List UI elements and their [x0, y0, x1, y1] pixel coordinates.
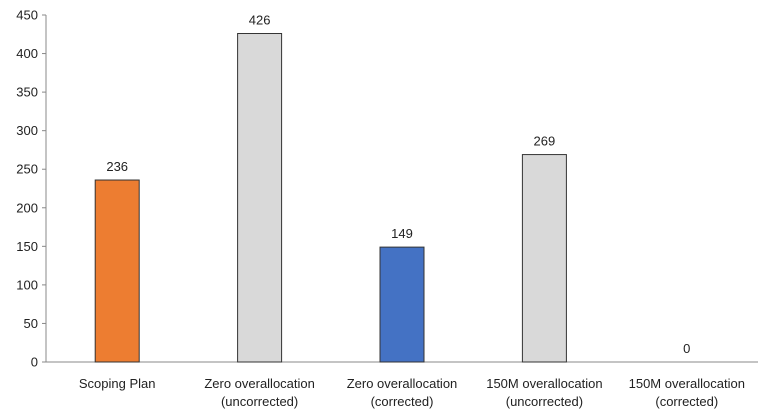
bar: [379, 246, 425, 363]
y-tick-label: 400: [16, 46, 38, 61]
y-tick-label: 350: [16, 85, 38, 100]
bar: [521, 154, 567, 363]
x-tick-label: (corrected): [655, 394, 718, 409]
y-axis: 0 50 100 150 200 250 300 350 400 450: [16, 8, 47, 370]
x-tick-label: Scoping Plan: [79, 376, 156, 391]
data-labels: 236 426 149 269 0: [106, 13, 690, 356]
x-tick-label: 150M overallocation: [486, 376, 602, 391]
x-tick-label: (uncorrected): [506, 394, 583, 409]
y-tick-label: 50: [24, 316, 38, 331]
y-tick-label: 450: [16, 8, 38, 23]
bar: [237, 33, 283, 363]
y-tick-label: 200: [16, 200, 38, 215]
x-axis: Scoping Plan Zero overallocation (uncorrec…: [46, 361, 758, 409]
y-tick-label: 100: [16, 277, 38, 292]
x-tick-label: Zero overallocation: [204, 376, 315, 391]
y-tick-label: 0: [31, 355, 38, 370]
x-tick-label: 150M overallocation: [629, 376, 745, 391]
x-tick-label: Zero overallocation: [347, 376, 458, 391]
data-label: 426: [249, 13, 271, 28]
x-tick-label: (corrected): [371, 394, 434, 409]
x-tick-label: (uncorrected): [221, 394, 298, 409]
y-tick-label: 300: [16, 123, 38, 138]
y-tick-label: 150: [16, 239, 38, 254]
data-label: 236: [106, 159, 128, 174]
data-label: 269: [534, 134, 556, 149]
data-label: 149: [391, 226, 413, 241]
y-tick-label: 250: [16, 162, 38, 177]
bars: [94, 33, 567, 363]
data-label: 0: [683, 341, 690, 356]
bar: [94, 179, 140, 363]
